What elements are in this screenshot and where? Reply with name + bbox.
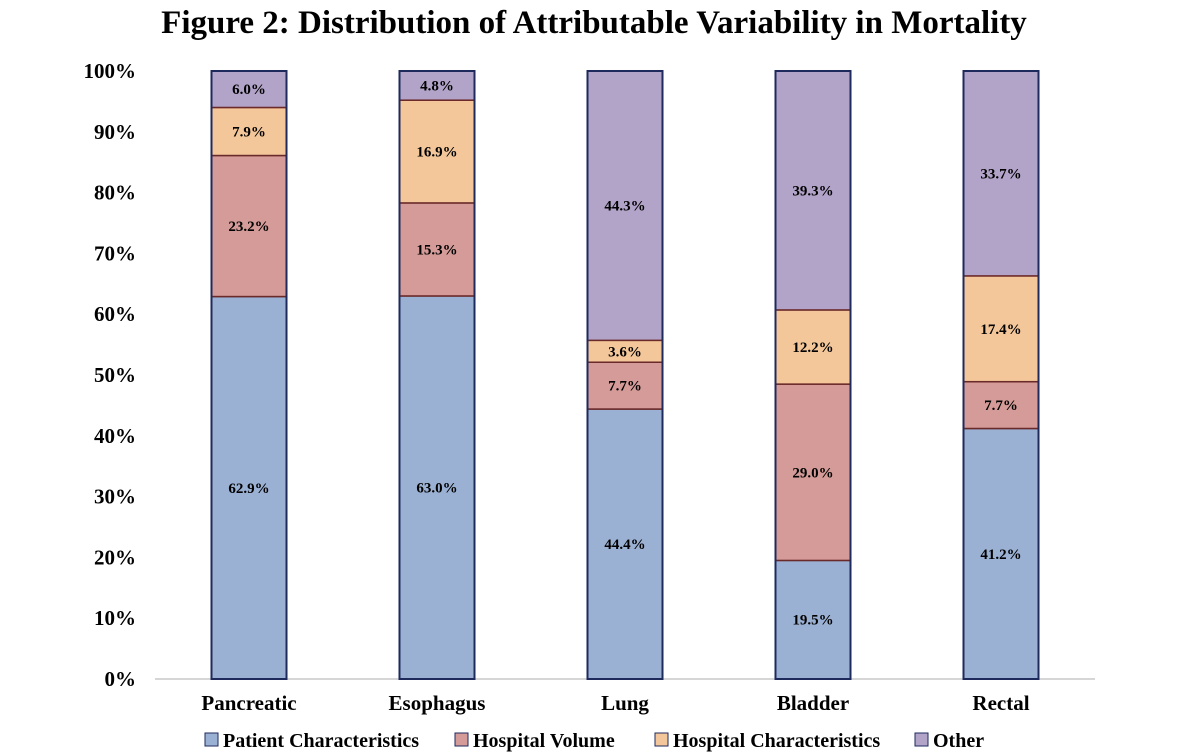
bar-layer (210, 70, 1040, 680)
data-label: 33.7% (980, 166, 1021, 182)
y-tick-label: 90% (94, 120, 136, 144)
x-tick-label: Pancreatic (201, 691, 296, 715)
axis-layer: 0% 10% 20% 30% 40% 50% 60% 70% 80% 90% 100% Pancrea… (84, 59, 1095, 715)
y-tick-label: 20% (94, 545, 136, 569)
bar-segment (774, 559, 852, 680)
x-tick-label: Lung (601, 691, 649, 715)
data-label: 7.7% (608, 379, 642, 395)
y-tick-label: 60% (94, 302, 136, 326)
data-label: 16.9% (416, 145, 457, 161)
data-label: 7.7% (984, 398, 1018, 414)
y-tick-label: 50% (94, 363, 136, 387)
data-label: 17.4% (980, 322, 1021, 338)
y-tick-label: 30% (94, 485, 136, 509)
y-tick-label: 100% (84, 59, 137, 83)
data-label: 62.9% (228, 481, 269, 497)
y-tick-label: 40% (94, 424, 136, 448)
legend-swatch (914, 732, 929, 747)
bar-segment (398, 202, 476, 297)
legend-item: Hospital Characteristics (654, 730, 880, 752)
bar-outline (962, 70, 1040, 680)
data-label: 12.2% (792, 340, 833, 356)
bar-segment (210, 295, 288, 680)
data-label: 6.0% (232, 82, 266, 98)
bar-segment (210, 70, 288, 109)
legend-swatch (204, 732, 219, 747)
legend: Patient Characteristics Hospital Volume Ho… (204, 730, 984, 752)
legend-swatch (654, 732, 669, 747)
data-label: 19.5% (792, 613, 833, 629)
legend-label: Other (933, 730, 984, 752)
legend-item: Hospital Volume (454, 730, 615, 752)
data-label: 23.2% (228, 219, 269, 235)
bar-segment (962, 427, 1040, 680)
data-label: 15.3% (416, 242, 457, 258)
bar-segment (774, 309, 852, 385)
bar-segment (586, 70, 664, 342)
bar-outline (210, 70, 288, 680)
bar-outline (398, 70, 476, 680)
legend-item: Patient Characteristics (204, 730, 419, 752)
legend-label: Hospital Characteristics (673, 730, 880, 752)
bar-segment (774, 70, 852, 311)
bar-segment (962, 380, 1040, 430)
bar-segment (774, 383, 852, 562)
x-tick-label: Bladder (777, 691, 849, 715)
data-label: 7.9% (232, 124, 266, 140)
legend-label: Patient Characteristics (223, 730, 419, 752)
chart-title: Figure 2: Distribution of Attributable V… (161, 5, 1027, 41)
bar-segment (586, 408, 664, 680)
legend-item: Other (914, 730, 984, 752)
bar-segment (210, 106, 288, 157)
y-tick-label: 70% (94, 241, 136, 265)
data-label: 29.0% (792, 465, 833, 481)
bar-segment (210, 154, 288, 298)
bar-segment (398, 99, 476, 204)
bar-segment (962, 275, 1040, 383)
data-label: 44.4% (604, 537, 645, 553)
y-tick-label: 80% (94, 181, 136, 205)
data-label: 3.6% (608, 344, 642, 360)
bar-segment (586, 361, 664, 410)
bar-outline (774, 70, 852, 680)
data-label-layer: 62.9% 23.2% 7.9% 6.0% 63.0% 15.3% 16.9% 4.8% 44.… (228, 79, 1021, 629)
bar-outline (586, 70, 664, 680)
y-tick-label: 10% (94, 606, 136, 630)
data-label: 4.8% (420, 79, 454, 95)
data-label: 44.3% (604, 199, 645, 215)
x-tick-label: Rectal (972, 691, 1029, 715)
data-label: 63.0% (416, 480, 457, 496)
y-tick-label: 0% (105, 667, 137, 691)
data-label: 41.2% (980, 547, 1021, 563)
x-tick-label: Esophagus (389, 691, 486, 715)
bar-segment (398, 295, 476, 680)
legend-swatch (454, 732, 469, 747)
data-label: 39.3% (792, 183, 833, 199)
legend-label: Hospital Volume (473, 730, 615, 752)
